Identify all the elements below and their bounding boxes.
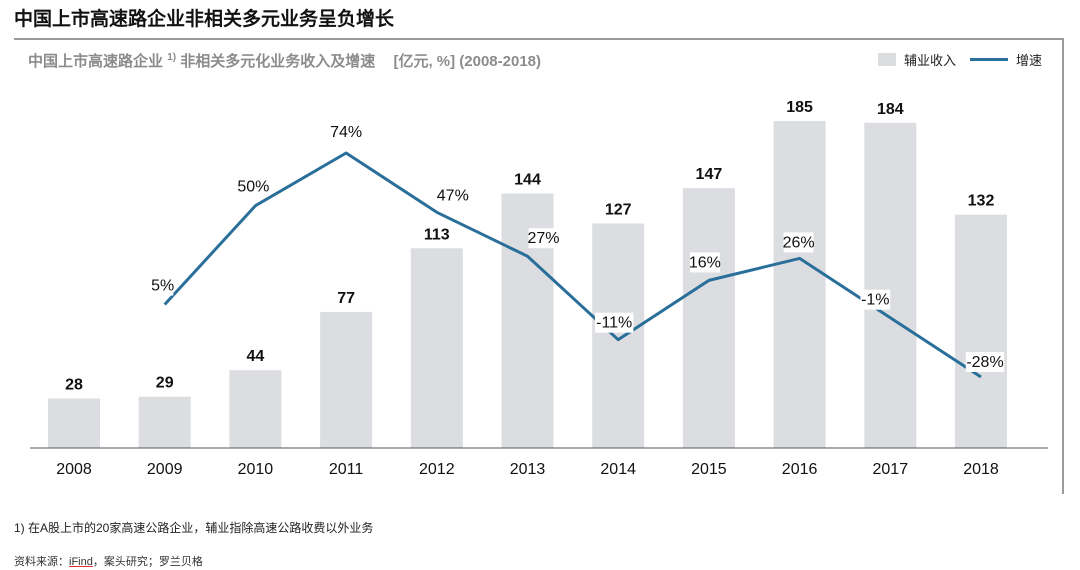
bar-2018 bbox=[955, 214, 1007, 448]
page-title: 中国上市高速路企业非相关多元业务呈负增长 bbox=[14, 9, 395, 30]
growth-label-2010: 50% bbox=[237, 179, 269, 196]
source-note: 资料来源：iFind，案头研究；罗兰贝格 bbox=[14, 553, 203, 569]
bar-2014 bbox=[592, 223, 645, 448]
growth-label-bg-2016 bbox=[783, 232, 814, 253]
source-prefix: 资料来源： bbox=[14, 556, 69, 568]
bar-value-label-2008: 28 bbox=[65, 377, 83, 394]
bar-2009 bbox=[138, 396, 191, 448]
growth-label-bg-2009 bbox=[152, 275, 174, 296]
growth-label-2009: 5% bbox=[151, 278, 174, 295]
x-tick-label-2017: 2017 bbox=[873, 461, 909, 478]
chart-title-rest: 非相关多元化业务收入及增速 bbox=[180, 53, 376, 70]
source-ifind: iFind bbox=[69, 556, 93, 568]
chart-title-main: 中国上市高速路企业 bbox=[28, 53, 164, 70]
x-tick-label-2008: 2008 bbox=[56, 461, 92, 478]
footnote: 1) 在A股上市的20家高速公路企业，辅业指除高速公路收费以外业务 bbox=[14, 521, 374, 535]
growth-label-bg-2018 bbox=[965, 352, 1005, 372]
chart-title: 中国上市高速路企业 1) 非相关多元化业务收入及增速 [亿元, %] (2008… bbox=[28, 50, 541, 71]
bar-value-label-2018: 132 bbox=[968, 193, 995, 210]
x-tick-label-2015: 2015 bbox=[691, 461, 727, 478]
growth-label-bg-2013 bbox=[528, 228, 559, 249]
legend-bar-label: 辅业收入 bbox=[903, 53, 956, 68]
bar-2012 bbox=[410, 248, 463, 448]
x-tick-label-2014: 2014 bbox=[600, 461, 636, 478]
x-tick-label-2016: 2016 bbox=[782, 461, 818, 478]
bar-2016 bbox=[773, 121, 826, 448]
bar-value-label-2015: 147 bbox=[696, 166, 723, 183]
chart-title-units: [亿元, %] (2008-2018) bbox=[393, 53, 542, 70]
chart-title-footnote-ref: 1) bbox=[167, 52, 177, 63]
bar-value-label-2017: 184 bbox=[877, 101, 904, 118]
bar-value-label-2016: 185 bbox=[786, 99, 813, 116]
legend-line-label: 增速 bbox=[1015, 53, 1042, 68]
growth-label-2012: 47% bbox=[437, 187, 469, 204]
bar-value-label-2014: 127 bbox=[605, 202, 632, 219]
growth-label-2014: -11% bbox=[596, 315, 632, 332]
growth-label-bg-2017 bbox=[860, 289, 891, 310]
x-tick-label-2011: 2011 bbox=[329, 461, 364, 478]
growth-label-2015: 16% bbox=[689, 254, 721, 271]
chart-frame bbox=[14, 38, 1064, 494]
growth-label-bg-2010 bbox=[238, 176, 269, 197]
bar-value-label-2010: 44 bbox=[247, 348, 265, 365]
growth-label-2011: 74% bbox=[330, 124, 362, 141]
growth-label-2018: -28% bbox=[966, 354, 1003, 371]
x-tick-label-2010: 2010 bbox=[238, 461, 274, 478]
chart-plot: 28 2008 29 2009 44 2010 77 2011 113 2012 144 2013 12… bbox=[30, 99, 1048, 478]
growth-label-bg-2014 bbox=[595, 312, 634, 333]
bar-2010 bbox=[229, 370, 282, 448]
x-tick-label-2009: 2009 bbox=[147, 461, 183, 478]
bar-2011 bbox=[320, 311, 373, 448]
growth-label-2017: -1% bbox=[861, 292, 889, 309]
growth-line bbox=[163, 151, 982, 379]
x-tick-label-2013: 2013 bbox=[510, 461, 546, 478]
growth-label-bg-2015 bbox=[690, 252, 720, 273]
x-tick-label-2012: 2012 bbox=[419, 461, 455, 478]
bar-2008 bbox=[48, 398, 100, 448]
x-tick-label-2018: 2018 bbox=[963, 461, 999, 478]
bar-2015 bbox=[682, 188, 735, 448]
bar-value-label-2009: 29 bbox=[156, 375, 174, 392]
growth-label-bg-2011 bbox=[331, 122, 361, 142]
growth-label-2016: 26% bbox=[783, 234, 815, 251]
growth-label-2013: 27% bbox=[527, 230, 559, 247]
bar-2017 bbox=[864, 122, 917, 448]
bar-value-label-2013: 144 bbox=[514, 171, 541, 188]
chart-legend: 辅业收入 增速 bbox=[877, 50, 1042, 69]
legend-bar-swatch bbox=[877, 53, 896, 66]
legend-line-swatch bbox=[969, 58, 1008, 61]
bar-value-label-2012: 113 bbox=[424, 226, 450, 243]
growth-label-bg-2012 bbox=[437, 185, 468, 206]
bar-value-label-2011: 77 bbox=[337, 290, 355, 307]
source-rest: ，案头研究；罗兰贝格 bbox=[92, 556, 203, 568]
